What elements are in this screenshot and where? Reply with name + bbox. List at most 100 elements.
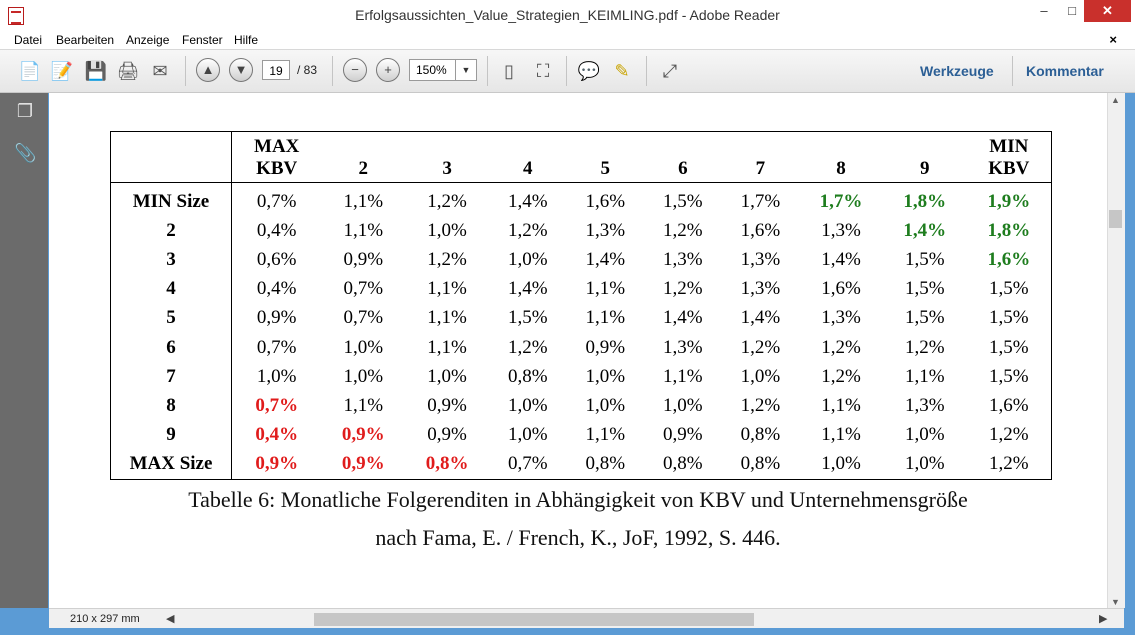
table-cell: 0,9% — [341, 453, 385, 475]
edit-pdf-icon[interactable]: 📝 — [50, 61, 74, 81]
table-cell: 1,2% — [507, 219, 548, 241]
horizontal-scroll-thumb[interactable] — [314, 613, 754, 626]
table-cell: 1,2% — [740, 336, 781, 358]
navigation-pane: ❐ 📎 — [0, 93, 48, 608]
row-label: 9 — [110, 420, 232, 450]
attachments-icon[interactable]: 📎 — [14, 143, 37, 163]
vertical-scrollbar[interactable] — [1107, 93, 1125, 608]
table-cell: 1,4% — [507, 190, 548, 212]
save-icon[interactable]: 💾 — [84, 61, 108, 81]
page-number-input[interactable]: 19 — [262, 60, 290, 80]
table-header-cell: 5 — [566, 131, 645, 183]
table-cell: 1,2% — [989, 424, 1029, 446]
table-cell: 1,6% — [821, 278, 861, 300]
scroll-right-icon[interactable]: ▶ — [1099, 613, 1108, 625]
table-cell: 1,0% — [343, 336, 384, 358]
table-header-text: 9 — [920, 158, 930, 179]
table-header-text: 8 — [836, 158, 846, 179]
maximize-button[interactable]: □ — [1068, 3, 1076, 18]
table-cell: 1,5% — [905, 248, 945, 270]
table-cell: 1,5% — [989, 307, 1029, 329]
fit-page-icon[interactable]: ▯ — [504, 61, 514, 81]
zoom-in-icon[interactable]: + — [376, 58, 400, 82]
table-cell: 1,3% — [585, 219, 626, 241]
table-header-cell: 8 — [799, 131, 883, 183]
table-cell: 1,1% — [343, 394, 384, 416]
toolbar-separator — [332, 56, 333, 86]
table-header-cell: 9 — [882, 131, 967, 183]
menu-datei[interactable]: Datei — [14, 33, 43, 47]
table-cell: 0,8% — [663, 453, 703, 475]
table-row: 2 0,4% 1,1% 1,0% 1,2% 1,3% 1,2% 1,6% 1,3% 1,4% 1,8… — [110, 216, 1052, 246]
table-cell: 1,5% — [989, 365, 1029, 387]
table-cell: 1,8% — [987, 219, 1031, 241]
zoom-out-icon[interactable]: − — [343, 58, 367, 82]
table-row: 3 0,6% 0,9% 1,2% 1,0% 1,4% 1,3% 1,3% 1,4% 1,5% 1,6… — [110, 245, 1052, 275]
table-cell: 1,0% — [427, 219, 467, 241]
minimize-button[interactable]: – — [1040, 3, 1048, 18]
table-row: 6 0,7% 1,0% 1,1% 1,2% 0,9% 1,3% 1,2% 1,2% 1,2% 1,5… — [110, 332, 1052, 363]
print-icon[interactable]: 🖨 — [116, 61, 140, 81]
vertical-scroll-thumb[interactable] — [1109, 210, 1122, 228]
table-cell: 0,8% — [425, 453, 469, 475]
row-label: MIN Size — [110, 182, 232, 217]
table-cell: 1,3% — [821, 219, 861, 241]
menu-anzeige[interactable]: Anzeige — [126, 33, 170, 47]
toolbar: 📄 📝 💾 🖨 ✉ ▲ ▼ 19 / 83 − + 150% ▼ ▯ ⛶ 💬 ✎… — [0, 50, 1135, 93]
menu-bearbeiten[interactable]: Bearbeiten — [56, 33, 115, 47]
table-cell: 0,9% — [427, 394, 467, 416]
zoom-select[interactable]: 150% ▼ — [409, 59, 477, 81]
table-cell: 1,0% — [507, 394, 548, 416]
comment-icon[interactable]: 💬 — [577, 61, 601, 81]
table-cell: 1,4% — [585, 248, 626, 270]
table-cell: 1,1% — [821, 424, 861, 446]
document-view[interactable]: MAX KBV 2 3 4 5 6 7 8 9 MIN KBV MIN Size 0,7% 1,1% 1,2… — [49, 93, 1107, 608]
menu-hilfe[interactable]: Hilfe — [234, 33, 259, 47]
table-header-cell: 4 — [488, 131, 567, 183]
scroll-left-icon[interactable]: ◀ — [166, 613, 175, 625]
page-down-icon[interactable]: ▼ — [229, 58, 253, 82]
table-cell: 1,6% — [989, 394, 1029, 416]
table-cell: 0,9% — [427, 424, 467, 446]
table-cell: 1,2% — [507, 336, 548, 358]
table-cell: 0,7% — [343, 307, 384, 329]
close-button[interactable]: ✕ — [1084, 0, 1131, 22]
table-header-text: 3 — [442, 158, 452, 179]
kommentar-button[interactable]: Kommentar — [1026, 63, 1104, 79]
page-up-icon[interactable]: ▲ — [196, 58, 220, 82]
table-header-text: KBV — [988, 158, 1030, 179]
table-header-text: 5 — [600, 158, 611, 179]
table-cell: 1,3% — [740, 248, 781, 270]
scroll-down-icon[interactable]: ▼ — [1111, 597, 1120, 607]
table-cell: 1,0% — [585, 365, 626, 387]
table-cell: 1,1% — [905, 365, 945, 387]
table-cell: 1,2% — [740, 394, 781, 416]
table-cell: 1,2% — [821, 365, 861, 387]
email-icon[interactable]: ✉ — [152, 61, 168, 81]
table-header-text: MIN — [989, 136, 1029, 157]
table-cell: 1,4% — [740, 307, 781, 329]
table-cell: 1,5% — [905, 278, 945, 300]
table-header-cell: MIN KBV — [966, 131, 1052, 183]
close-document-button[interactable]: × — [1109, 32, 1117, 47]
create-pdf-icon[interactable]: 📄 — [18, 61, 42, 81]
row-label: MAX Size — [110, 449, 232, 480]
expand-icon[interactable]: ⤢ — [662, 61, 678, 81]
row-label: 2 — [110, 216, 232, 246]
status-bar: 210 x 297 mm ◀ ▶ — [49, 608, 1124, 629]
table-cell: 0,7% — [343, 278, 384, 300]
table-corner-cell — [110, 131, 232, 183]
fit-width-icon[interactable]: ⛶ — [536, 61, 550, 81]
highlight-icon[interactable]: ✎ — [614, 61, 630, 81]
chevron-down-icon[interactable]: ▼ — [455, 60, 476, 80]
toolbar-separator — [1012, 56, 1013, 86]
pages-panel-icon[interactable]: ❐ — [16, 101, 34, 121]
menu-fenster[interactable]: Fenster — [182, 33, 223, 47]
table-cell: 1,5% — [905, 307, 945, 329]
werkzeuge-button[interactable]: Werkzeuge — [920, 63, 994, 79]
table-cell: 1,0% — [507, 248, 548, 270]
menu-bar: Datei Bearbeiten Anzeige Fenster Hilfe × — [0, 31, 1135, 50]
scroll-up-icon[interactable]: ▲ — [1111, 95, 1120, 105]
table-cell: 0,7% — [507, 453, 548, 475]
row-label: 8 — [110, 391, 232, 421]
